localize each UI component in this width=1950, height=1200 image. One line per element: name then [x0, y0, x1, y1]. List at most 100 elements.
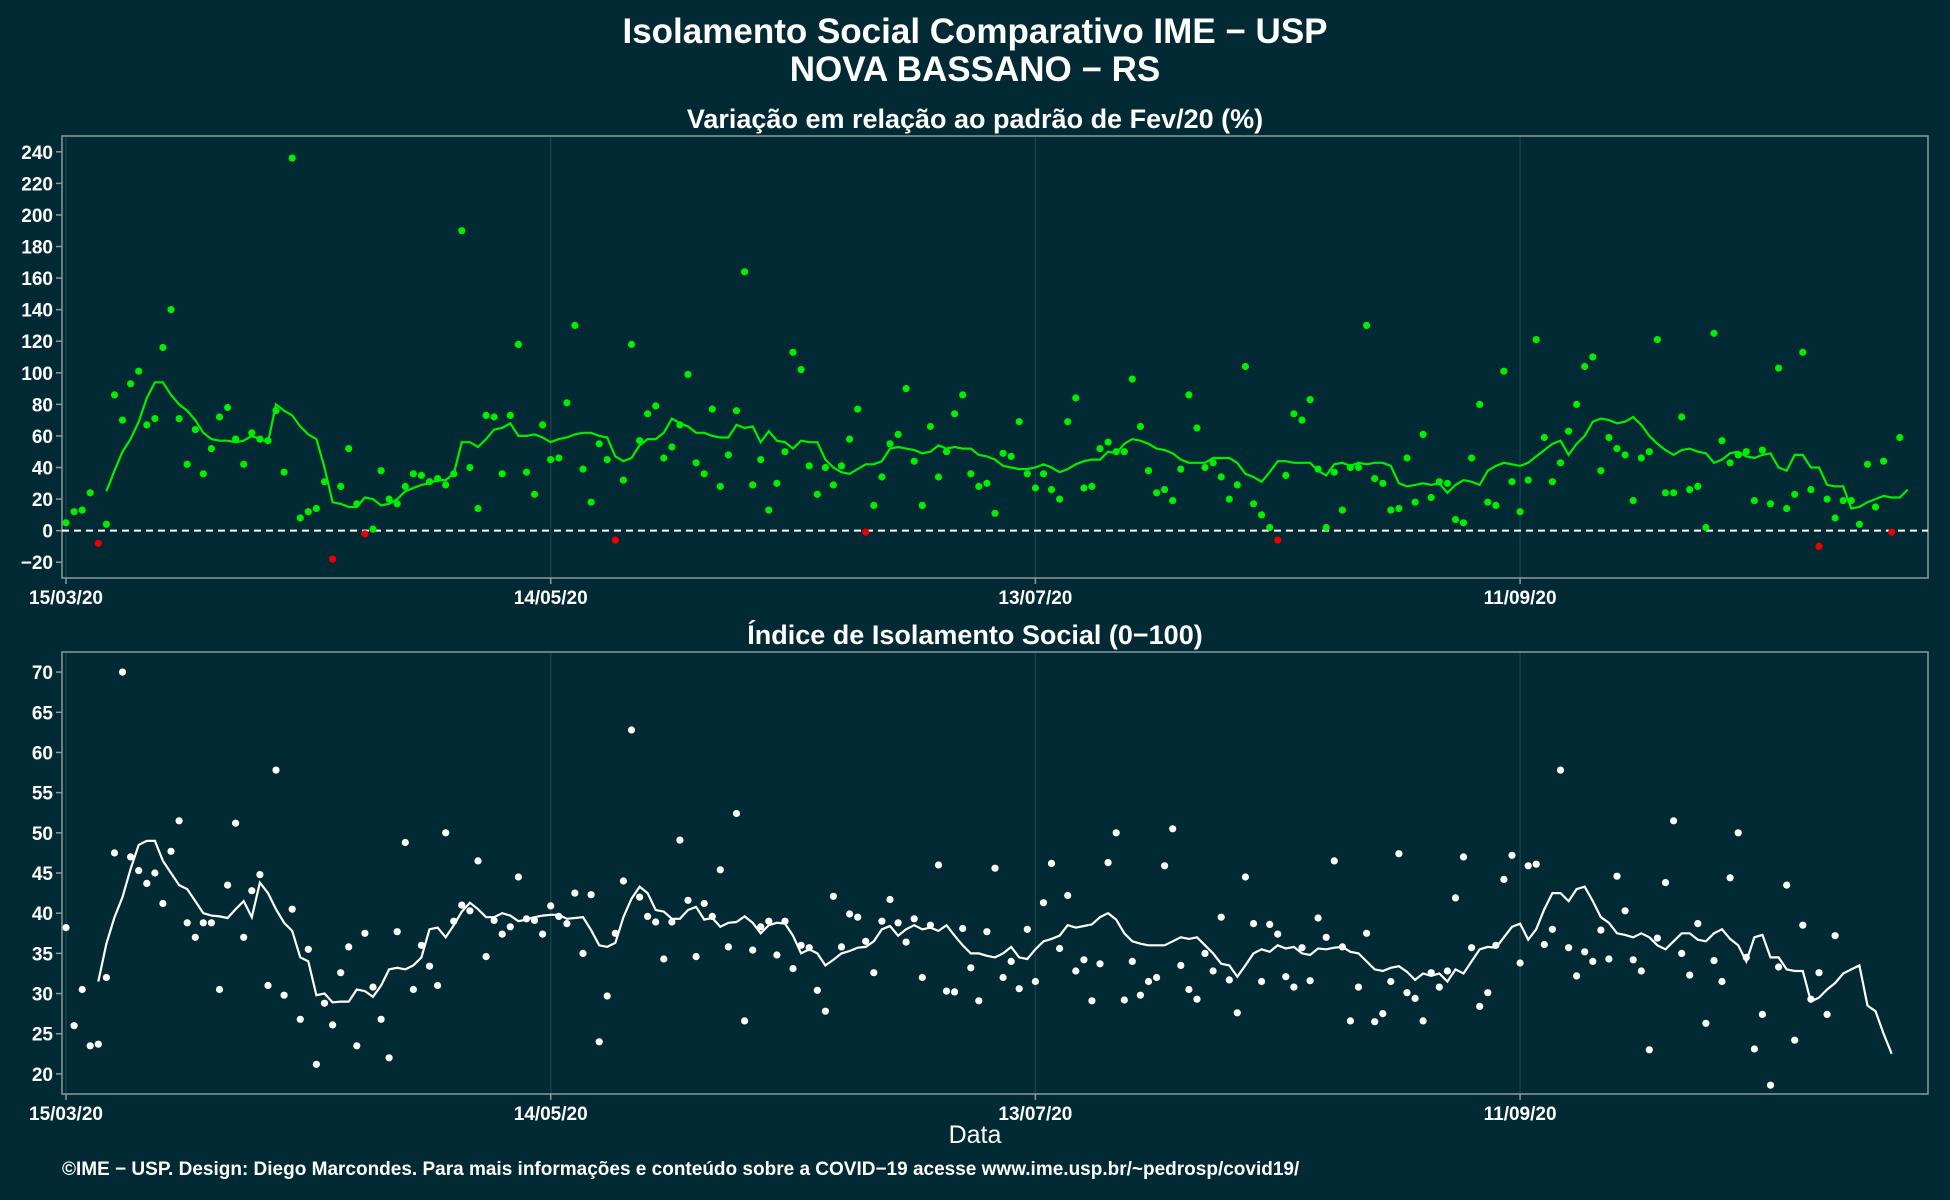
- data-point: [215, 413, 224, 421]
- data-point: [466, 463, 474, 472]
- data-point: [361, 929, 369, 937]
- data-point: [983, 479, 991, 487]
- data-point: [1015, 418, 1023, 426]
- data-point: [442, 481, 450, 489]
- data-point: [369, 983, 377, 991]
- data-point: [821, 1007, 830, 1015]
- data-point: [1080, 956, 1088, 964]
- data-point: [1726, 459, 1734, 467]
- data-point: [571, 889, 579, 897]
- data-point: [232, 819, 240, 827]
- data-point: [579, 465, 587, 473]
- data-point: [1629, 956, 1637, 964]
- data-point: [1718, 977, 1726, 986]
- data-point: [1581, 362, 1589, 371]
- data-point: [127, 380, 135, 388]
- data-point: [110, 391, 119, 399]
- data-point: [579, 949, 587, 957]
- y-tick-label: 65: [32, 703, 54, 724]
- data-point: [918, 501, 926, 509]
- data-point: [1581, 948, 1589, 956]
- data-point: [773, 951, 781, 959]
- data-point: [1742, 953, 1750, 961]
- data-point: [1112, 829, 1120, 837]
- data-point: [1330, 468, 1338, 476]
- moving-average-line: [105, 381, 1909, 510]
- data-point: [1072, 394, 1080, 402]
- data-point: [1266, 920, 1274, 928]
- data-point: [870, 969, 878, 977]
- data-point: [959, 924, 967, 933]
- data-point: [1459, 519, 1468, 527]
- y-tick-label: 220: [21, 174, 53, 195]
- data-point: [1871, 503, 1880, 511]
- data-point: [1734, 451, 1742, 459]
- data-point: [1855, 520, 1863, 528]
- data-point: [1088, 997, 1096, 1005]
- data-point: [135, 367, 143, 375]
- data-point: [1484, 989, 1492, 997]
- x-axis-label: Data: [948, 1121, 1002, 1149]
- data-point: [878, 917, 886, 925]
- data-point: [288, 154, 296, 162]
- data-point: [207, 445, 215, 453]
- data-point: [975, 482, 983, 490]
- data-point: [1847, 497, 1855, 505]
- data-point: [1290, 410, 1298, 418]
- data-point: [86, 1042, 94, 1050]
- data-point: [1346, 463, 1354, 472]
- moving-average-line: [97, 839, 1893, 1055]
- data-point: [1613, 445, 1621, 453]
- data-point: [1443, 479, 1451, 487]
- data-point: [1766, 500, 1775, 508]
- data-point: [1161, 862, 1169, 870]
- y-tick-label: 45: [32, 864, 54, 885]
- data-point: [434, 981, 442, 990]
- data-point: [1435, 478, 1443, 486]
- data-point: [1565, 427, 1573, 435]
- data-point: [522, 915, 531, 923]
- main-title-line-1: Isolamento Social Comparativo IME − USP: [622, 12, 1328, 51]
- data-point: [1548, 925, 1556, 933]
- data-point: [1605, 433, 1613, 442]
- data-point: [312, 504, 320, 513]
- data-point: [1249, 920, 1258, 928]
- data-point: [595, 440, 603, 448]
- data-point: [175, 415, 183, 423]
- data-point: [1290, 983, 1298, 991]
- data-point: [1209, 967, 1217, 975]
- data-point: [1484, 498, 1492, 506]
- data-point: [490, 916, 498, 924]
- data-point: [805, 462, 813, 470]
- data-point: [1258, 511, 1266, 519]
- data-point: [506, 923, 514, 931]
- data-point: [498, 470, 506, 478]
- data-point: [199, 919, 207, 927]
- data-point: [1007, 957, 1015, 965]
- data-point: [1710, 329, 1718, 337]
- data-point: [1330, 857, 1338, 865]
- data-point: [829, 481, 838, 489]
- data-point: [757, 923, 765, 931]
- data-point: [1524, 862, 1532, 870]
- data-point: [1371, 475, 1379, 483]
- data-point: [329, 555, 337, 563]
- data-point: [668, 443, 676, 451]
- data-point: [296, 514, 304, 522]
- data-point: [1225, 495, 1233, 503]
- data-point: [1201, 949, 1209, 957]
- data-point: [644, 912, 652, 920]
- data-point: [1613, 872, 1621, 880]
- data-point: [805, 944, 813, 952]
- y-tick-label: 55: [32, 784, 54, 805]
- main-title-line-2: NOVA BASSANO − RS: [789, 50, 1161, 89]
- data-point: [102, 973, 110, 982]
- data-point: [765, 917, 773, 925]
- data-point: [1217, 473, 1225, 481]
- data-point: [692, 953, 700, 961]
- data-point: [337, 482, 345, 490]
- data-point: [716, 482, 724, 490]
- data-point: [62, 924, 70, 932]
- data-point: [837, 462, 846, 470]
- data-point: [1064, 418, 1072, 426]
